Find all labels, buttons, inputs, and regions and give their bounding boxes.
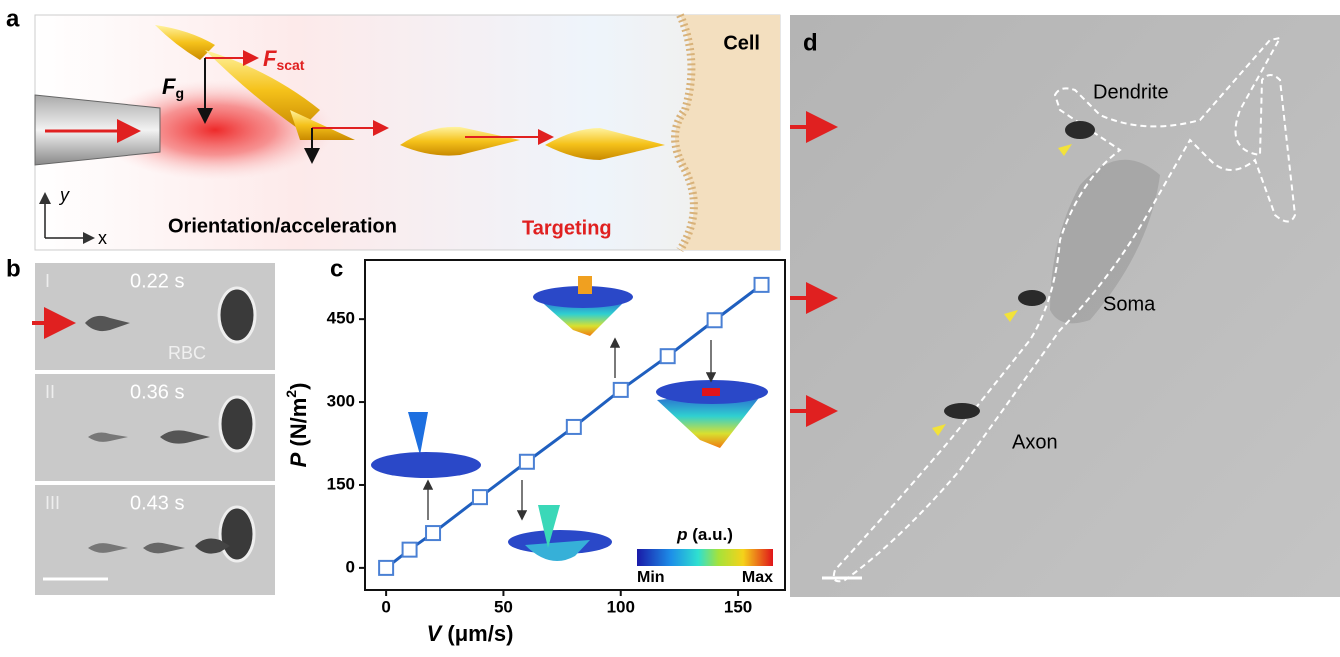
y-tick-label: 0: [346, 557, 355, 576]
symbol: V: [427, 621, 444, 646]
inset-tip: [578, 276, 592, 294]
marker: [614, 383, 628, 397]
inset: [533, 276, 633, 336]
inset-disk: [371, 452, 481, 478]
panel-label: a: [6, 5, 20, 32]
unit-power: 2: [283, 390, 299, 398]
axis-label: y: [58, 185, 70, 205]
panel-b: b I 0.22 s RBC II 0.36 s III 0.43 s: [6, 255, 275, 595]
inset-tip: [408, 412, 428, 455]
region-label: Axon: [1012, 431, 1058, 453]
frame-index: III: [45, 493, 60, 513]
unit: (N/m: [286, 398, 311, 447]
marker: [379, 561, 393, 575]
marker: [567, 420, 581, 434]
rbc-label: RBC: [168, 343, 206, 363]
marker: [661, 349, 675, 363]
y-tick-label: 150: [327, 474, 355, 493]
subscript: scat: [276, 57, 304, 73]
colorbar-title: p (a.u.): [676, 525, 733, 544]
marker: [473, 490, 487, 504]
rbc: [219, 288, 255, 342]
marker: [755, 278, 769, 292]
panel-a: a Cell Fg Fscat y x Orientation/accelera…: [6, 5, 780, 250]
rbc: [220, 507, 254, 561]
stage-label: Orientation/acceleration: [168, 215, 397, 237]
frame-time: 0.22 s: [130, 270, 184, 292]
region-label: Dendrite: [1093, 81, 1169, 103]
rbc: [220, 397, 254, 451]
region-label: Soma: [1103, 293, 1156, 315]
frame-index: II: [45, 382, 55, 402]
colorbar-label: Min: [637, 569, 665, 586]
y-axis-label: P (N/m2): [283, 383, 311, 468]
panel-label: c: [330, 255, 343, 282]
particle: [1065, 121, 1095, 139]
marker: [520, 455, 534, 469]
x-axis-label: V (μm/s): [427, 621, 514, 646]
frame-index: I: [45, 271, 50, 291]
panel-label: b: [6, 255, 21, 282]
x-tick-label: 100: [607, 597, 635, 616]
unit: ): [286, 383, 311, 390]
panel-d: d Dendrite Soma Axon: [790, 15, 1340, 597]
frame-time: 0.43 s: [130, 492, 184, 514]
cell-label: Cell: [723, 32, 760, 54]
figure: a Cell Fg Fscat y x Orientation/accelera…: [0, 0, 1340, 657]
colorbar: [637, 549, 773, 566]
x-tick-label: 50: [494, 597, 513, 616]
particle: [1018, 290, 1046, 306]
symbol: p: [676, 525, 687, 544]
symbol: P: [286, 452, 311, 467]
panel-label: d: [803, 29, 818, 56]
subscript: g: [175, 85, 184, 101]
symbol: F: [162, 74, 176, 99]
unit: (μm/s): [447, 621, 513, 646]
x-tick-label: 0: [381, 597, 390, 616]
panel-c: c V (μm/s) P (N/m2) p (a.u.) Min Max 0 50…: [283, 255, 785, 645]
particle: [944, 403, 980, 419]
inset: [371, 412, 481, 478]
marker: [403, 543, 417, 557]
x-tick-label: 150: [724, 597, 752, 616]
y-tick-label: 300: [327, 392, 355, 411]
inset: [656, 380, 768, 448]
frame-time: 0.36 s: [130, 381, 184, 403]
y-tick-label: 450: [327, 309, 355, 328]
axis-label: x: [98, 228, 107, 248]
inset: [508, 505, 612, 561]
inset-tip: [702, 388, 720, 396]
marker: [426, 526, 440, 540]
marker: [708, 313, 722, 327]
stage-label: Targeting: [522, 217, 612, 239]
unit: (a.u.): [692, 525, 733, 544]
colorbar-label: Max: [742, 569, 773, 586]
symbol: F: [263, 46, 277, 71]
